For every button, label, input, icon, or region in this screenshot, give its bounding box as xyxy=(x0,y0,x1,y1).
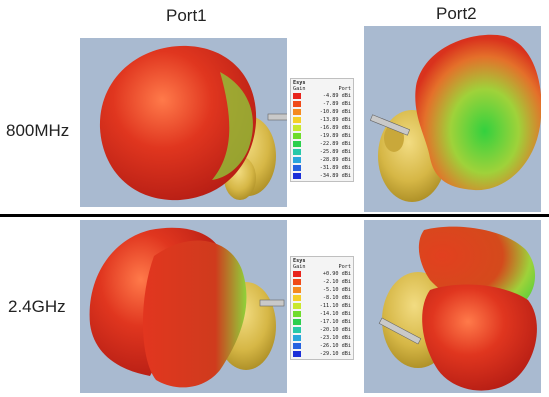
legend-color-swatch xyxy=(293,303,301,309)
legend-value: -4.89 dBi xyxy=(322,93,351,99)
legend-entry: -10.89 dBi xyxy=(293,108,351,116)
column-label-port2: Port2 xyxy=(436,4,477,23)
legend-value: -20.10 dBi xyxy=(319,327,351,333)
legend-color-swatch xyxy=(293,133,301,139)
legend-entry: -11.10 dBi xyxy=(293,302,351,310)
legend-value: -19.89 dBi xyxy=(319,133,351,139)
radiation-pattern xyxy=(89,227,247,388)
legend-color-swatch xyxy=(293,351,301,357)
legend-color-swatch xyxy=(293,287,301,293)
legend-entry: -28.89 dBi xyxy=(293,156,351,164)
legend-value: -14.10 dBi xyxy=(319,311,351,317)
radiation-pattern xyxy=(418,226,537,391)
legend-entry: -14.10 dBi xyxy=(293,310,351,318)
legend-entry: -13.89 dBi xyxy=(293,116,351,124)
gain-legend-800mhz: Esys Gain Port -4.89 dBi -7.89 dBi -10.89 … xyxy=(290,78,354,182)
legend-entry: -25.89 dBi xyxy=(293,148,351,156)
legend-port-header: Port xyxy=(338,86,352,92)
legend-entry: -7.89 dBi xyxy=(293,100,351,108)
legend-value: -7.89 dBi xyxy=(322,101,351,107)
legend-color-swatch xyxy=(293,295,301,301)
row-label-800mhz: 800MHz xyxy=(6,121,70,140)
legend-value: -26.10 dBi xyxy=(319,343,351,349)
pattern-800mhz-port1 xyxy=(80,38,287,207)
legend-entry: -8.10 dBi xyxy=(293,294,351,302)
legend-value: -34.89 dBi xyxy=(319,173,351,179)
legend-color-swatch xyxy=(293,141,301,147)
legend-value: -22.89 dBi xyxy=(319,141,351,147)
legend-gain-header: Gain xyxy=(293,264,306,270)
row-divider xyxy=(0,214,549,217)
radiation-pattern xyxy=(415,34,541,191)
legend-color-swatch xyxy=(293,125,301,131)
legend-value: -23.10 dBi xyxy=(319,335,351,341)
legend-port-header: Port xyxy=(338,264,352,270)
legend-entry: -4.89 dBi xyxy=(293,92,351,100)
legend-gain-header: Gain xyxy=(293,86,306,92)
pattern-2-4ghz-port1 xyxy=(80,220,287,393)
legend-entry: -34.89 dBi xyxy=(293,172,351,180)
row-label-2-4ghz: 2.4GHz xyxy=(8,297,66,316)
legend-value: -31.89 dBi xyxy=(319,165,351,171)
legend-value: -8.10 dBi xyxy=(322,295,351,301)
legend-color-swatch xyxy=(293,109,301,115)
legend-title: Esys xyxy=(293,80,306,86)
pattern-800mhz-port2 xyxy=(364,26,541,212)
legend-entry: -2.10 dBi xyxy=(293,278,351,286)
legend-entry: -23.10 dBi xyxy=(293,334,351,342)
legend-entry: -31.89 dBi xyxy=(293,164,351,172)
legend-value: -16.89 dBi xyxy=(319,125,351,131)
legend-value: -5.10 dBi xyxy=(322,287,351,293)
legend-entry: -22.89 dBi xyxy=(293,140,351,148)
legend-value: -13.89 dBi xyxy=(319,117,351,123)
legend-color-swatch xyxy=(293,173,301,179)
legend-color-swatch xyxy=(293,93,301,99)
legend-entry: -16.89 dBi xyxy=(293,124,351,132)
legend-entry: -20.10 dBi xyxy=(293,326,351,334)
legend-value: -2.10 dBi xyxy=(322,279,351,285)
legend-color-swatch xyxy=(293,343,301,349)
legend-color-swatch xyxy=(293,271,301,277)
legend-title: Esys xyxy=(293,258,306,264)
legend-entry: -17.10 dBi xyxy=(293,318,351,326)
legend-color-swatch xyxy=(293,279,301,285)
legend-value: -11.10 dBi xyxy=(319,303,351,309)
legend-value: +0.90 dBi xyxy=(322,271,351,277)
legend-color-swatch xyxy=(293,149,301,155)
legend-value: -25.89 dBi xyxy=(319,149,351,155)
pattern-2-4ghz-port2 xyxy=(364,220,541,393)
column-label-port1: Port1 xyxy=(166,6,207,25)
gain-legend-2-4ghz: Esys Gain Port +0.90 dBi -2.10 dBi -5.10 d… xyxy=(290,256,354,360)
legend-color-swatch xyxy=(293,165,301,171)
legend-value: -28.89 dBi xyxy=(319,157,351,163)
legend-color-swatch xyxy=(293,335,301,341)
legend-value: -17.10 dBi xyxy=(319,319,351,325)
legend-entry: +0.90 dBi xyxy=(293,270,351,278)
legend-value: -29.10 dBi xyxy=(319,351,351,357)
legend-color-swatch xyxy=(293,117,301,123)
legend-color-swatch xyxy=(293,319,301,325)
legend-entry: -19.89 dBi xyxy=(293,132,351,140)
legend-color-swatch xyxy=(293,101,301,107)
legend-entry: -5.10 dBi xyxy=(293,286,351,294)
legend-entry: -26.10 dBi xyxy=(293,342,351,350)
legend-color-swatch xyxy=(293,327,301,333)
legend-entry: -29.10 dBi xyxy=(293,350,351,358)
legend-color-swatch xyxy=(293,311,301,317)
legend-value: -10.89 dBi xyxy=(319,109,351,115)
radiation-pattern xyxy=(99,45,257,201)
legend-color-swatch xyxy=(293,157,301,163)
